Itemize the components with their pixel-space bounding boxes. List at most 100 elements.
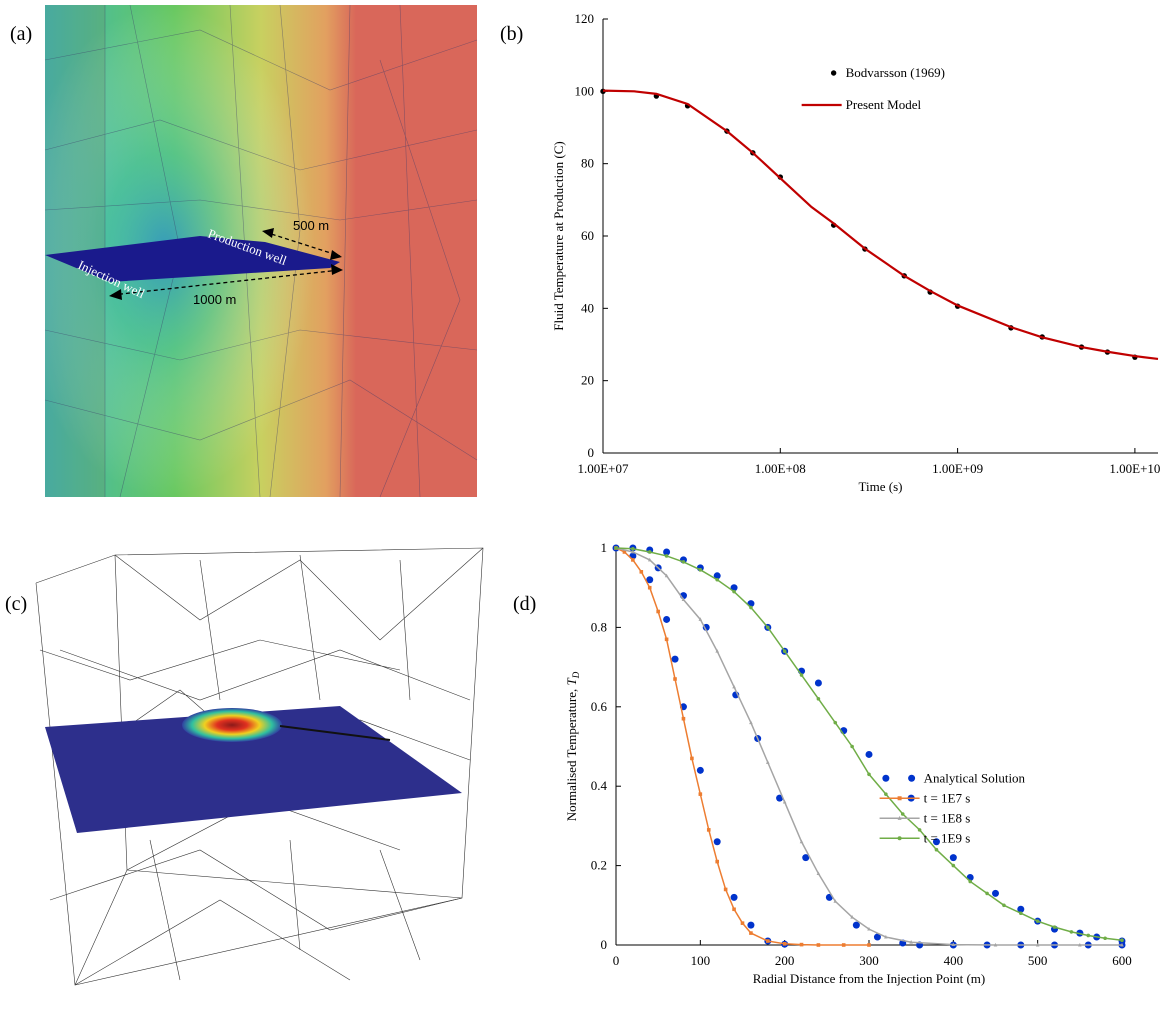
marker: [1086, 934, 1090, 938]
panel-label: (b): [500, 23, 523, 45]
legend-label: Present Model: [846, 97, 922, 112]
x-axis-label: Radial Distance from the Injection Point…: [753, 971, 986, 986]
annotation: 500 m: [293, 218, 329, 233]
marker: [992, 890, 999, 897]
marker: [918, 828, 922, 832]
marker: [732, 590, 736, 594]
marker: [1019, 911, 1023, 915]
marker: [908, 775, 915, 782]
marker: [817, 697, 821, 701]
legend-label: Bodvarsson (1969): [846, 65, 945, 80]
marker: [640, 570, 644, 574]
y-tick-label: 120: [575, 11, 595, 26]
marker: [749, 931, 753, 935]
marker: [690, 757, 694, 761]
x-tick-label: 600: [1112, 953, 1132, 968]
marker: [656, 610, 660, 614]
marker: [882, 775, 889, 782]
annotation: 1000 m: [193, 292, 236, 307]
marker: [850, 745, 854, 749]
y-tick-label: 0: [588, 445, 595, 460]
y-tick-label: 40: [581, 300, 594, 315]
legend-label: t = 1E7 s: [924, 790, 971, 805]
panel-a-render: Injection well Production well 500 m 100…: [45, 5, 477, 497]
marker: [1120, 938, 1124, 942]
x-tick-label: 500: [1028, 953, 1048, 968]
y-axis-label-part: D: [571, 671, 581, 679]
marker: [731, 894, 738, 901]
series-line: [616, 548, 1122, 945]
marker: [952, 864, 956, 868]
marker: [901, 812, 905, 816]
marker: [741, 921, 745, 925]
legend-label: t = 1E9 s: [924, 830, 971, 845]
x-tick-label: 300: [859, 953, 879, 968]
y-axis-label-part: Fluid Temperature at Production (C): [551, 141, 566, 330]
marker: [800, 673, 804, 677]
panel-c-render: [36, 548, 483, 985]
marker: [1053, 925, 1057, 929]
marker: [833, 721, 837, 725]
marker: [631, 558, 635, 562]
marker: [699, 792, 703, 796]
marker: [715, 860, 719, 864]
y-tick-label: 0.2: [591, 858, 607, 873]
marker: [699, 568, 703, 572]
marker: [884, 792, 888, 796]
panel-label: (c): [5, 593, 27, 615]
marker: [714, 838, 721, 845]
series-line: [603, 91, 1158, 359]
y-tick-label: 20: [581, 373, 594, 388]
marker: [985, 892, 989, 896]
x-tick-label: 1.00E+10: [1109, 461, 1160, 476]
y-tick-label: 80: [581, 156, 594, 171]
y-axis-label: Normalised Temperature, TD: [564, 671, 581, 821]
marker: [867, 772, 871, 776]
marker: [614, 546, 618, 550]
series-line: [616, 548, 1122, 940]
x-tick-label: 1.00E+07: [577, 461, 629, 476]
x-axis-label: Time (s): [859, 479, 903, 494]
marker: [648, 586, 652, 590]
marker: [732, 907, 736, 911]
marker: [1036, 919, 1040, 923]
marker: [724, 888, 728, 892]
marker: [842, 943, 846, 947]
marker: [747, 922, 754, 929]
y-tick-label: 0: [601, 937, 608, 952]
marker: [815, 679, 822, 686]
x-tick-label: 1.00E+08: [755, 461, 806, 476]
y-tick-label: 0.4: [591, 778, 608, 793]
marker: [672, 656, 679, 663]
marker: [749, 606, 753, 610]
y-tick-label: 1: [601, 540, 608, 555]
marker: [663, 616, 670, 623]
legend-label: t = 1E8 s: [924, 810, 971, 825]
marker: [631, 547, 635, 551]
figure: (a) (b) (c) (d) Injection well Productio…: [0, 0, 1169, 1023]
marker: [898, 836, 902, 840]
marker: [950, 854, 957, 861]
marker: [968, 880, 972, 884]
marker: [766, 939, 770, 943]
marker: [866, 751, 873, 758]
marker: [783, 942, 787, 946]
marker: [898, 796, 902, 800]
x-tick-label: 200: [775, 953, 795, 968]
marker: [707, 828, 711, 832]
marker: [831, 70, 836, 75]
marker: [1103, 936, 1107, 940]
y-tick-label: 0.6: [591, 699, 608, 714]
y-tick-label: 100: [575, 83, 595, 98]
marker: [682, 717, 686, 721]
series-line: [616, 548, 869, 945]
legend-label: Analytical Solution: [924, 770, 1026, 785]
marker: [766, 626, 770, 630]
y-tick-label: 0.8: [591, 619, 607, 634]
panel-label: (d): [513, 593, 536, 615]
marker: [1002, 904, 1006, 908]
x-tick-label: 100: [691, 953, 711, 968]
x-tick-label: 0: [613, 953, 620, 968]
marker: [800, 943, 804, 947]
marker: [1070, 930, 1074, 934]
